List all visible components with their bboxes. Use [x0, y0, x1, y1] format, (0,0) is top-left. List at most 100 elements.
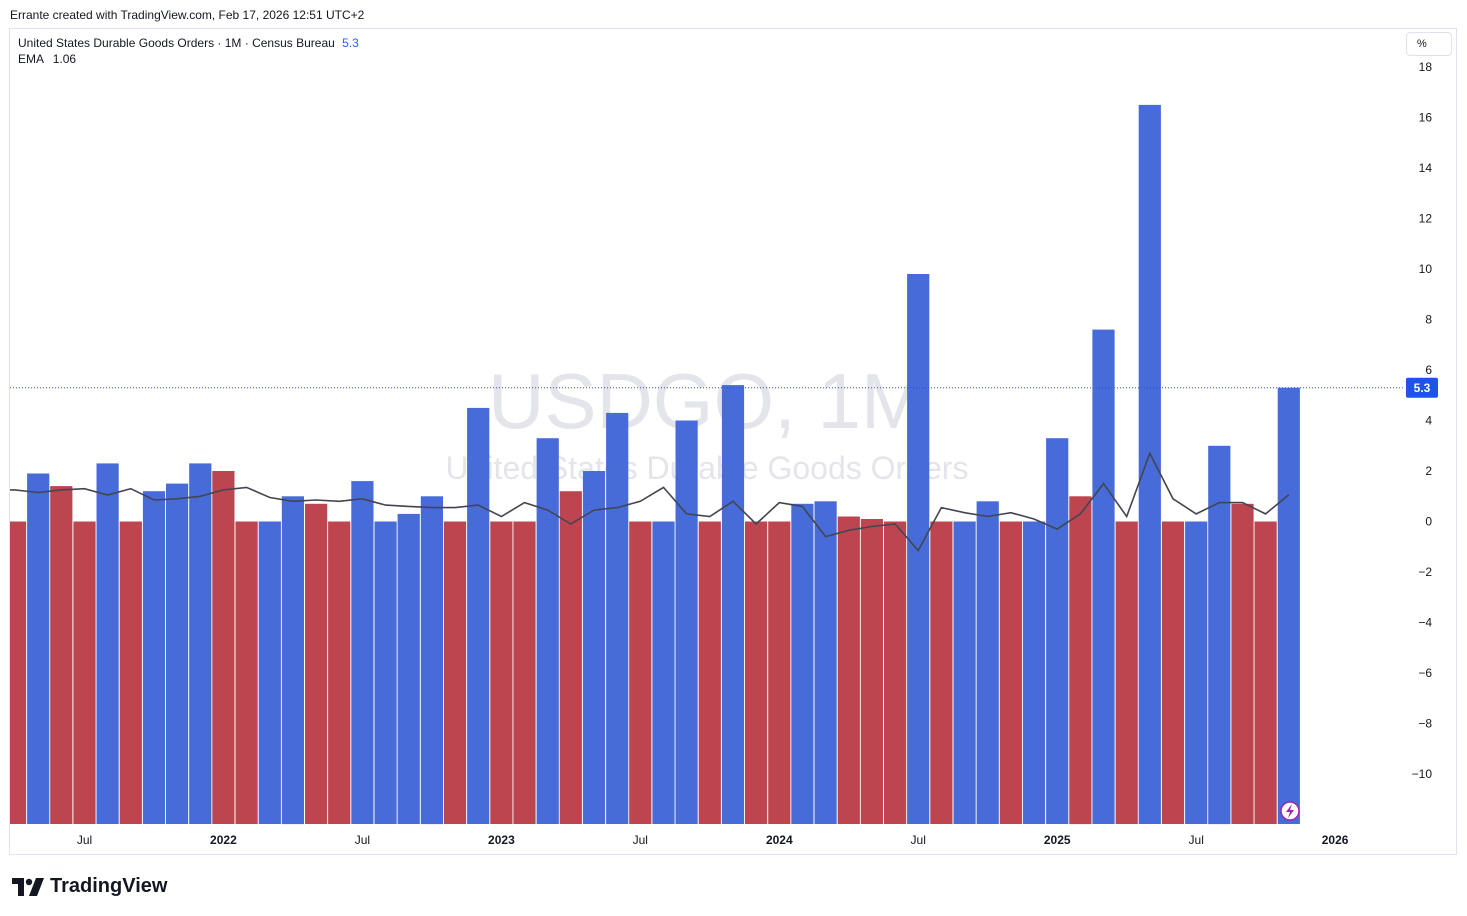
last-value-label: 5.3 — [1406, 377, 1438, 398]
bar-2022-01 — [212, 471, 235, 824]
y-tick-label: 12 — [1419, 212, 1433, 226]
bar-2022-03 — [258, 521, 281, 824]
bar-2022-06 — [328, 521, 351, 824]
bar-series — [10, 104, 1300, 825]
bar-2024-08 — [930, 521, 953, 824]
bar-2023-10 — [698, 521, 721, 824]
bar-2025-02 — [1069, 496, 1092, 825]
bar-2022-08 — [374, 521, 397, 824]
bar-2022-04 — [281, 496, 304, 825]
legend-value: 5.3 — [342, 36, 359, 50]
y-tick-label: −8 — [1418, 717, 1432, 731]
watermark-symbol: USDGO, 1M — [488, 357, 926, 445]
bar-2022-09 — [397, 513, 420, 824]
bar-2023-09 — [675, 420, 698, 824]
bar-2024-11 — [999, 521, 1022, 824]
ema-line — [10, 451, 1290, 552]
legend-title: United States Durable Goods Orders · 1M … — [18, 36, 335, 50]
x-tick-label: 2023 — [488, 833, 515, 847]
tradingview-logo[interactable]: TradingView — [12, 875, 167, 898]
bar-2023-01 — [490, 521, 513, 824]
bar-2021-11 — [166, 483, 189, 824]
bar-2025-01 — [1046, 438, 1069, 824]
bar-2024-04 — [837, 516, 860, 824]
y-tick-label: −6 — [1418, 666, 1432, 680]
bar-2023-05 — [582, 471, 606, 824]
x-tick-label: Jul — [1189, 833, 1204, 847]
bar-2024-01 — [768, 521, 791, 824]
bar-2024-05 — [860, 519, 883, 824]
y-tick-label: 4 — [1425, 414, 1432, 428]
bar-2022-05 — [305, 503, 328, 824]
bar-2023-04 — [559, 491, 582, 824]
x-axis[interactable]: Jul 2022 Jul 2023 Jul 2024 Jul 2025 Jul 2026 — [77, 833, 1349, 847]
bar-2025-06 — [1161, 521, 1185, 824]
symbol-watermark: USDGO, 1M United States Durable Goods Or… — [446, 357, 969, 486]
legend-ema-label: EMA — [18, 52, 44, 66]
bar-2021-04 — [10, 521, 27, 824]
y-tick-label: 0 — [1425, 515, 1432, 529]
y-tick-label: 16 — [1419, 111, 1433, 125]
legend-ema-value: 1.06 — [52, 52, 77, 66]
bar-2025-04 — [1115, 521, 1138, 824]
x-tick-label: 2025 — [1044, 833, 1071, 847]
bar-2025-09 — [1231, 503, 1254, 824]
lightning-icon[interactable] — [1280, 801, 1300, 821]
x-tick-label: 2024 — [766, 833, 793, 847]
x-tick-label: Jul — [911, 833, 926, 847]
bar-2021-07 — [73, 521, 96, 824]
bar-2023-06 — [606, 412, 629, 824]
bar-2021-10 — [142, 491, 166, 824]
tradingview-logo-icon — [12, 877, 44, 896]
y-tick-label: 18 — [1419, 60, 1433, 74]
bar-2023-11 — [721, 385, 745, 824]
bar-2024-02 — [791, 503, 814, 824]
x-tick-label: 2022 — [210, 833, 237, 847]
bar-2024-10 — [976, 501, 999, 824]
bar-2025-08 — [1208, 445, 1231, 825]
y-tick-label: 10 — [1419, 262, 1433, 276]
bar-2023-02 — [513, 521, 536, 824]
bar-2021-06 — [50, 486, 73, 824]
y-tick-label: −2 — [1418, 565, 1432, 579]
bar-2023-12 — [745, 521, 768, 824]
bar-2021-09 — [119, 521, 142, 824]
bar-2021-05 — [27, 473, 50, 824]
x-tick-label: 2026 — [1322, 833, 1349, 847]
legend-series-row[interactable]: United States Durable Goods Orders · 1M … — [18, 35, 359, 51]
bar-2022-07 — [351, 481, 374, 824]
last-value-text: 5.3 — [1414, 381, 1431, 395]
chart-frame — [9, 28, 1457, 855]
watermark-description: United States Durable Goods Orders — [446, 450, 969, 486]
y-tick-label: −10 — [1412, 767, 1433, 781]
bar-2024-09 — [953, 521, 976, 824]
y-tick-label: −4 — [1418, 616, 1432, 630]
percent-scale-button[interactable]: % — [1406, 32, 1452, 56]
chart-legend: United States Durable Goods Orders · 1M … — [18, 35, 359, 67]
y-tick-label: 8 — [1425, 313, 1432, 327]
bar-2022-12 — [467, 407, 490, 824]
y-tick-label: 6 — [1425, 363, 1432, 377]
y-axis[interactable]: 18 16 14 12 10 8 6 4 2 0 −2 −4 −6 −8 −10 — [1412, 60, 1433, 781]
bar-2021-12 — [189, 463, 212, 824]
bar-2024-12 — [1022, 521, 1046, 824]
bar-2025-10 — [1254, 521, 1277, 824]
bar-2024-06 — [884, 521, 907, 824]
legend-ema-row[interactable]: EMA 1.06 — [18, 51, 359, 67]
bar-2025-07 — [1185, 521, 1208, 824]
bar-2025-03 — [1092, 329, 1115, 824]
chart-credit: Errante created with TradingView.com, Fe… — [10, 8, 365, 22]
bar-2023-08 — [652, 521, 675, 824]
tradingview-logo-text: TradingView — [50, 875, 168, 897]
bar-2022-02 — [235, 521, 258, 824]
y-tick-label: 14 — [1419, 161, 1433, 175]
bar-2022-10 — [420, 496, 443, 825]
bar-2024-03 — [814, 501, 837, 824]
x-tick-label: Jul — [77, 833, 92, 847]
y-tick-label: 2 — [1425, 464, 1432, 478]
bar-2023-03 — [536, 438, 559, 824]
bar-2023-07 — [629, 521, 652, 824]
bar-2022-11 — [443, 521, 467, 824]
bar-2025-11 — [1277, 387, 1300, 824]
